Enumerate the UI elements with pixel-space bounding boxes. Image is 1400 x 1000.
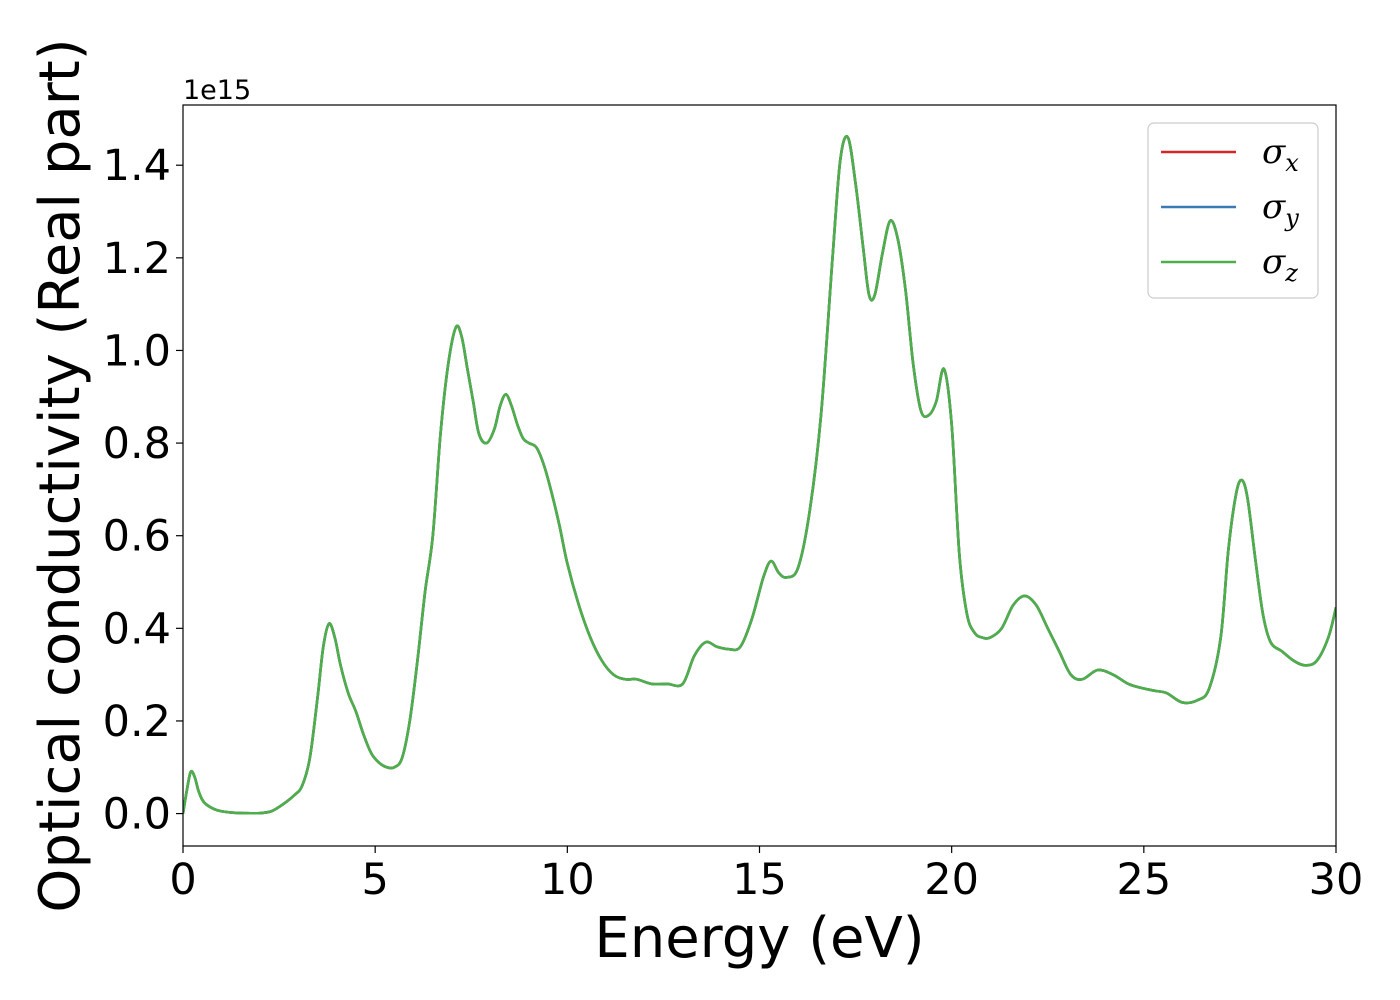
legend-symbol: σ xyxy=(1262,187,1286,227)
x-axis: 0 5 10 15 20 25 30 xyxy=(169,846,1363,905)
y-tick-label: 1.4 xyxy=(103,141,171,191)
y-tick-label: 0.6 xyxy=(103,512,171,562)
legend-label-2: σy xyxy=(1262,187,1299,232)
series-layer xyxy=(183,135,1336,815)
x-tick-label: 20 xyxy=(924,855,979,905)
x-tick-label: 25 xyxy=(1116,855,1171,905)
y-tick-label: 1.2 xyxy=(103,234,171,284)
y-offset-text: 1e15 xyxy=(183,75,251,106)
legend-subscript: z xyxy=(1284,259,1298,287)
legend-symbol: σ xyxy=(1262,132,1286,172)
legend-label-3: σz xyxy=(1262,242,1298,287)
x-tick-label: 5 xyxy=(361,855,388,905)
x-tick-label: 15 xyxy=(732,855,787,905)
x-tick-label: 10 xyxy=(540,855,595,905)
y-tick-label: 1.0 xyxy=(103,326,171,376)
x-tick-label: 0 xyxy=(169,855,196,905)
legend-subscript: y xyxy=(1284,204,1299,232)
legend-subscript: x xyxy=(1285,149,1299,177)
y-tick-label: 0.0 xyxy=(103,790,171,840)
y-axis: 0.0 0.2 0.4 0.6 0.8 1.0 1.2 1.4 xyxy=(103,141,183,840)
x-axis-label: Energy (eV) xyxy=(594,906,924,971)
y-axis-label: Optical conductivity (Real part) xyxy=(28,38,93,912)
y-tick-label: 0.8 xyxy=(103,419,171,469)
x-tick-label: 30 xyxy=(1309,855,1364,905)
legend-symbol: σ xyxy=(1262,242,1286,282)
y-tick-label: 0.2 xyxy=(103,697,171,747)
series-line-3 xyxy=(183,135,1336,815)
y-tick-label: 0.4 xyxy=(103,604,171,654)
legend-label-1: σx xyxy=(1262,132,1299,177)
legend-box xyxy=(1147,122,1319,299)
